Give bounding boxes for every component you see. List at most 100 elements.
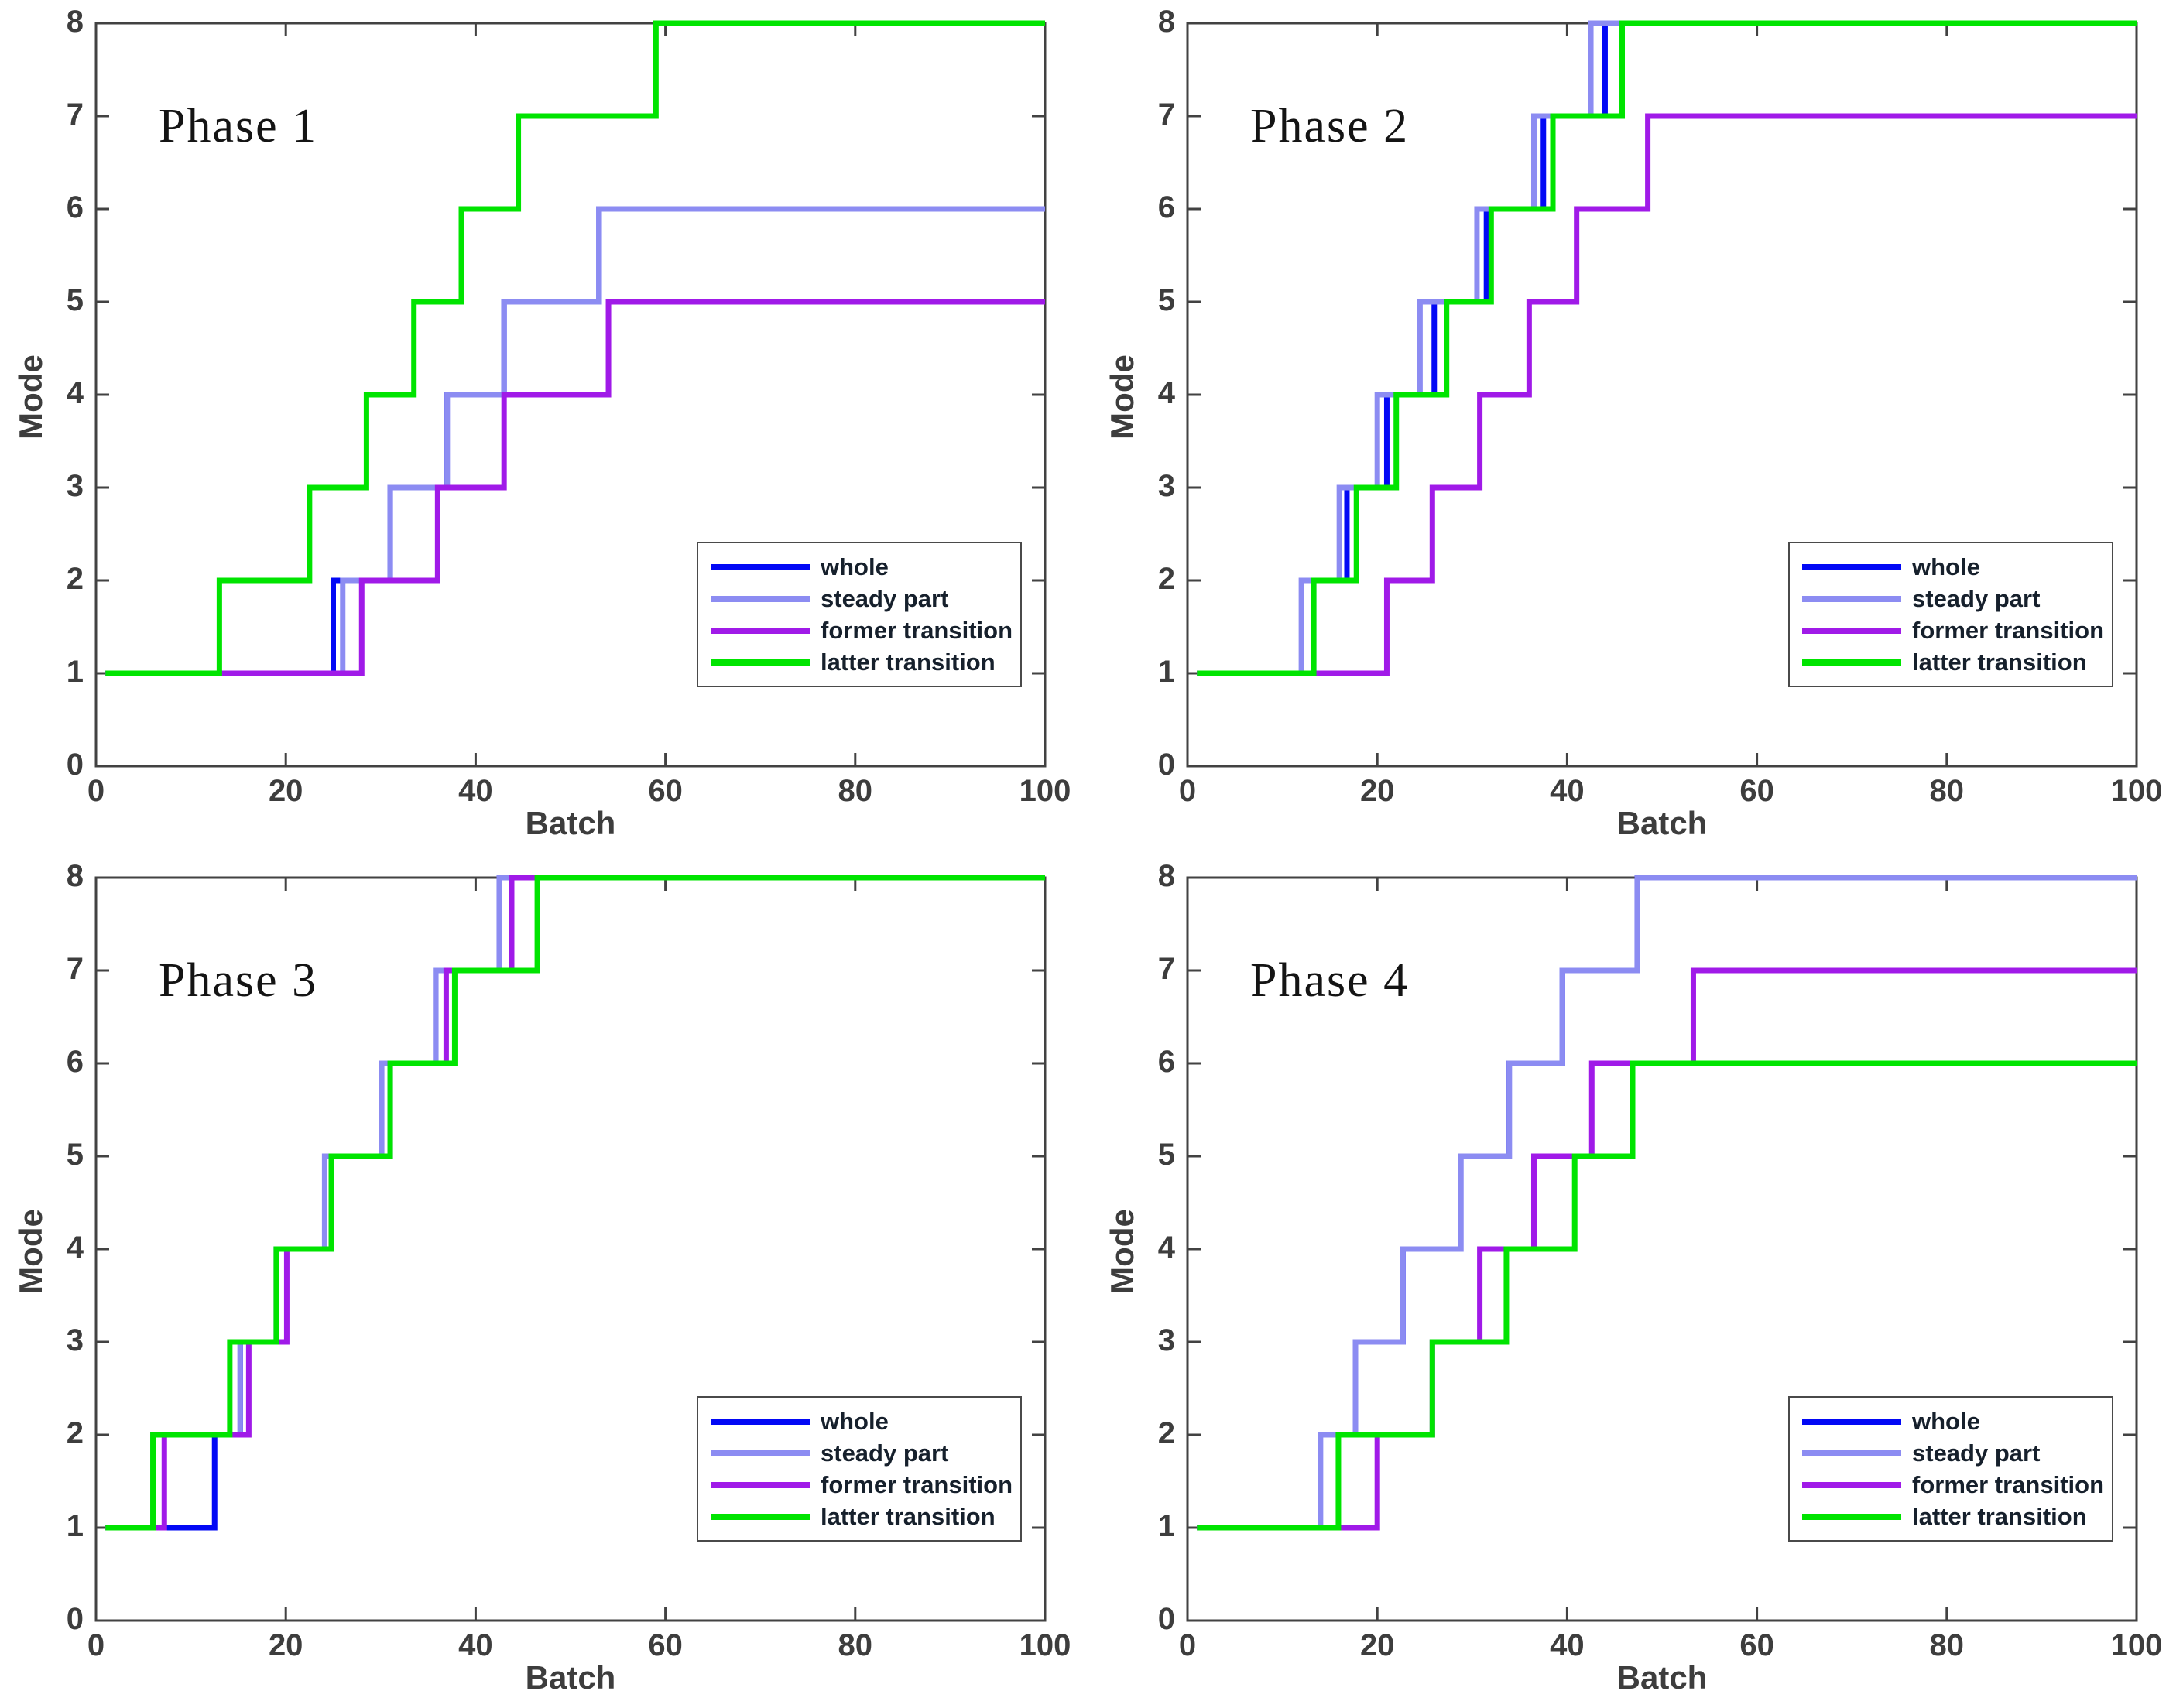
- y-tick-label: 1: [66, 655, 84, 689]
- phase-title: Phase 1: [159, 100, 318, 152]
- y-tick-label: 4: [1157, 1231, 1175, 1265]
- subplot-phase-4: Phase 4 Batch Mode whole steady part for…: [1092, 854, 2183, 1708]
- x-axis-label: Batch: [525, 1659, 616, 1696]
- legend-label: latter transition: [1912, 648, 2087, 676]
- legend-row: whole: [1802, 1405, 2112, 1437]
- legend-label: former transition: [821, 1470, 1013, 1498]
- series-line-latter-transition: [105, 20, 1045, 676]
- subplot-phase-1: Phase 1 Batch Mode whole steady part for…: [0, 0, 1092, 854]
- legend-label: whole: [1912, 1407, 1980, 1435]
- series-line-latter-transition: [1197, 20, 2137, 676]
- subplot-phase-3: Phase 3 Batch Mode whole steady part for…: [0, 854, 1092, 1708]
- legend-label: whole: [1912, 553, 1980, 580]
- x-tick-label: 80: [838, 1628, 873, 1662]
- x-axis-label: Batch: [1616, 805, 1708, 841]
- x-tick-label: 100: [2110, 1628, 2163, 1662]
- legend-line-whole: [1802, 1418, 1901, 1425]
- x-tick-label: 100: [1019, 1628, 1071, 1662]
- y-tick-label: 5: [1157, 1138, 1175, 1172]
- legend-label: steady part: [1912, 1439, 2041, 1467]
- y-tick-label: 2: [66, 1416, 84, 1450]
- legend-row: steady part: [1802, 1437, 2112, 1469]
- legend-label: latter transition: [1912, 1502, 2087, 1530]
- legend-line-whole: [1802, 563, 1901, 570]
- y-tick-label: 1: [66, 1509, 84, 1543]
- x-tick-label: 80: [1929, 1628, 1965, 1662]
- legend-line-latter-transition: [711, 659, 810, 666]
- legend-label: former transition: [1912, 1470, 2105, 1498]
- y-tick-label: 5: [66, 1138, 84, 1172]
- legend-label: steady part: [1912, 584, 2041, 612]
- legend-label: whole: [821, 1407, 889, 1435]
- y-tick-label: 6: [66, 190, 84, 224]
- legend-row: steady part: [1802, 583, 2112, 614]
- legend-line-steady-part: [711, 1450, 810, 1456]
- series-line-steady-part: [105, 206, 1045, 676]
- y-tick-label: 1: [1157, 1509, 1175, 1543]
- x-tick-label: 0: [1178, 774, 1197, 808]
- x-tick-label: 20: [268, 774, 303, 808]
- x-tick-label: 40: [458, 774, 493, 808]
- legend-label: latter transition: [821, 1502, 996, 1530]
- x-tick-label: 80: [1929, 774, 1965, 808]
- y-tick-label: 0: [66, 1602, 84, 1636]
- x-tick-label: 0: [87, 774, 105, 808]
- legend-label: latter transition: [821, 648, 996, 676]
- y-tick-label: 4: [66, 376, 84, 410]
- legend-line-whole: [711, 563, 810, 570]
- phase-4-plot-canvas: [1186, 875, 2138, 1622]
- x-tick-label: 80: [838, 774, 873, 808]
- x-tick-label: 20: [1359, 774, 1395, 808]
- y-tick-label: 7: [1157, 98, 1175, 132]
- y-tick-label: 3: [1157, 1323, 1175, 1357]
- legend-line-steady-part: [1802, 595, 1901, 602]
- y-tick-label: 7: [1157, 952, 1175, 986]
- y-tick-label: 0: [1157, 1602, 1175, 1636]
- legend-label: whole: [821, 553, 889, 580]
- legend-line-former-transition: [1802, 1481, 1901, 1488]
- x-axis-label: Batch: [525, 805, 616, 841]
- y-tick-label: 5: [1157, 283, 1175, 317]
- legend-row: former transition: [711, 1469, 1020, 1501]
- legend-row: whole: [711, 1405, 1020, 1437]
- series-line-latter-transition: [105, 875, 1045, 1531]
- x-tick-label: 40: [458, 1628, 493, 1662]
- x-tick-label: 20: [1359, 1628, 1395, 1662]
- y-tick-label: 2: [1157, 1416, 1175, 1450]
- subplot-phase-2: Phase 2 Batch Mode whole steady part for…: [1092, 0, 2183, 854]
- legend-row: former transition: [711, 614, 1020, 646]
- legend-row: latter transition: [711, 646, 1020, 678]
- y-tick-label: 4: [66, 1231, 84, 1265]
- legend-line-latter-transition: [1802, 1513, 1901, 1520]
- x-tick-label: 20: [268, 1628, 303, 1662]
- phase-title: Phase 4: [1250, 954, 1410, 1007]
- legend-row: former transition: [1802, 1469, 2112, 1501]
- legend-row: steady part: [711, 1437, 1020, 1469]
- legend-row: latter transition: [1802, 1501, 2112, 1532]
- y-tick-label: 8: [1157, 859, 1175, 893]
- y-tick-label: 8: [66, 859, 84, 893]
- phase-title: Phase 3: [159, 954, 318, 1007]
- x-tick-label: 40: [1550, 774, 1585, 808]
- legend-line-former-transition: [711, 1481, 810, 1488]
- legend: whole steady part former transition latt…: [697, 542, 1022, 687]
- legend-line-whole: [711, 1418, 810, 1425]
- y-tick-label: 0: [66, 748, 84, 782]
- x-tick-label: 100: [2110, 774, 2163, 808]
- y-tick-label: 3: [1157, 469, 1175, 503]
- phase-1-plot-canvas: [94, 20, 1047, 768]
- y-tick-label: 6: [66, 1045, 84, 1079]
- phase-2-plot-canvas: [1186, 20, 2138, 768]
- legend: whole steady part former transition latt…: [697, 1396, 1022, 1542]
- series-line-former-transition: [105, 299, 1045, 676]
- legend-line-latter-transition: [711, 1513, 810, 1520]
- legend-line-steady-part: [711, 595, 810, 602]
- legend-row: whole: [711, 551, 1020, 583]
- y-tick-label: 2: [1157, 562, 1175, 596]
- y-tick-label: 2: [66, 562, 84, 596]
- legend-label: steady part: [821, 584, 949, 612]
- legend-row: latter transition: [711, 1501, 1020, 1532]
- legend-line-steady-part: [1802, 1450, 1901, 1456]
- legend-label: former transition: [1912, 616, 2105, 644]
